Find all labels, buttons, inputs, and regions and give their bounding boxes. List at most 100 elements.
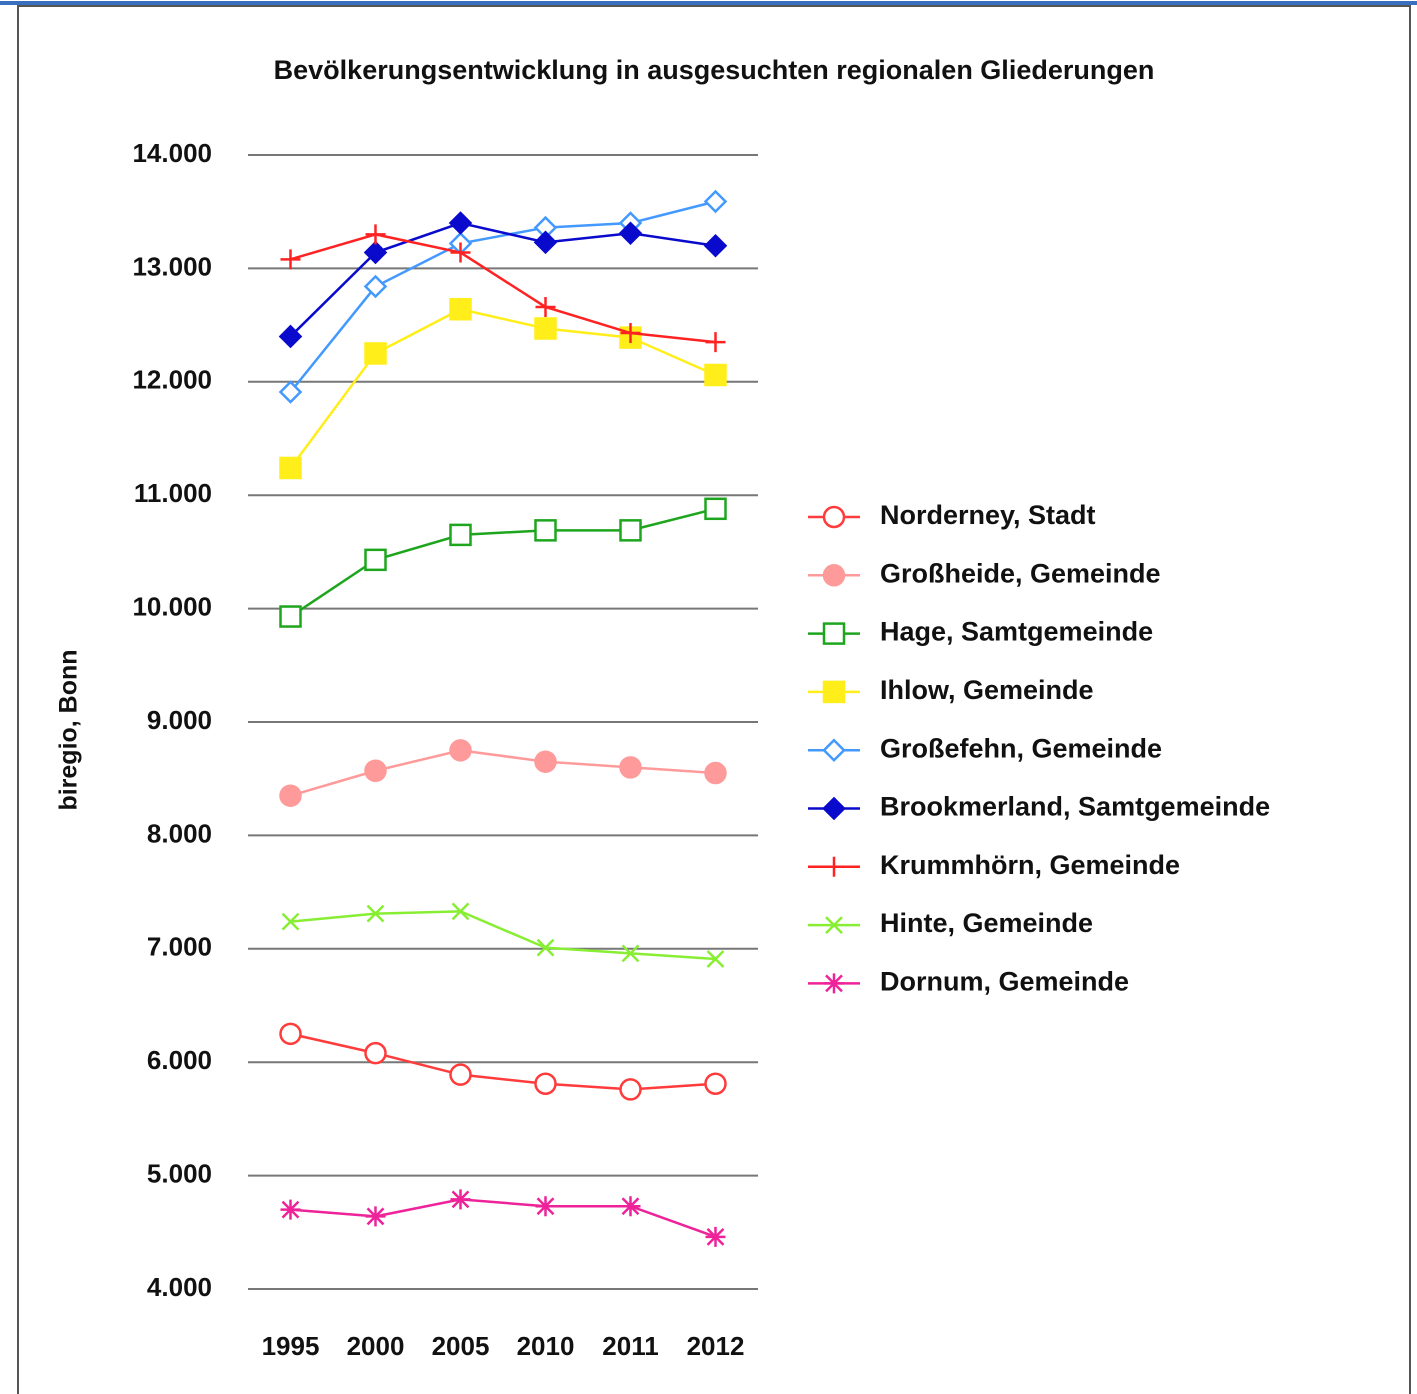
- data-point: [279, 605, 302, 628]
- marker-shape: [618, 221, 643, 246]
- marker-shape: [825, 916, 843, 934]
- legend-label: Großheide, Gemeinde: [880, 558, 1161, 588]
- marker-shape: [279, 784, 302, 807]
- marker-shape: [534, 1072, 557, 1095]
- legend-marker: [824, 973, 844, 994]
- legend-label: Dornum, Gemeinde: [880, 967, 1129, 997]
- marker-shape: [365, 224, 386, 245]
- x-tick-label: 2000: [347, 1331, 405, 1361]
- series-line: [289, 507, 716, 618]
- marker-shape: [822, 505, 846, 529]
- data-point: [704, 761, 727, 785]
- data-point: [280, 1199, 301, 1220]
- x-tick-label: 2012: [687, 1331, 745, 1361]
- y-tick-label: 9.000: [147, 705, 212, 735]
- marker-shape: [364, 759, 387, 783]
- marker-shape: [704, 363, 727, 387]
- marker-shape: [619, 756, 642, 779]
- data-point: [535, 1196, 556, 1217]
- data-point: [364, 548, 387, 572]
- marker-shape: [824, 973, 844, 994]
- series-line: [289, 307, 717, 469]
- marker-shape: [365, 1206, 386, 1227]
- series-line: [289, 221, 716, 338]
- y-axis-label: biregio, Bonn: [55, 649, 83, 810]
- data-point: [534, 750, 557, 773]
- legend-label: Großefehn, Gemeinde: [880, 733, 1162, 763]
- legend-label: Ihlow, Gemeinde: [880, 675, 1094, 705]
- data-point: [619, 1078, 642, 1101]
- marker-shape: [534, 317, 557, 340]
- data-point: [278, 324, 303, 349]
- marker-shape: [704, 1072, 727, 1095]
- legend-marker: [822, 738, 846, 762]
- data-point: [534, 1072, 557, 1095]
- data-point: [278, 380, 303, 404]
- marker-shape: [822, 680, 846, 704]
- data-point: [450, 1189, 471, 1210]
- series-line: [290, 233, 716, 344]
- data-point: [364, 342, 387, 365]
- marker-shape: [279, 1022, 302, 1046]
- data-point: [363, 274, 388, 299]
- data-point: [619, 519, 642, 542]
- data-point: [705, 1226, 726, 1247]
- data-point: [705, 332, 726, 353]
- legend-label: Hinte, Gemeinde: [880, 908, 1093, 938]
- marker-shape: [281, 912, 300, 931]
- legend-label: Brookmerland, Samtgemeinde: [880, 792, 1270, 822]
- marker-shape: [364, 548, 387, 572]
- marker-shape: [706, 950, 725, 968]
- data-point: [451, 902, 470, 921]
- data-point: [279, 784, 302, 807]
- data-point: [280, 249, 301, 270]
- y-tick-label: 5.000: [147, 1158, 212, 1188]
- marker-shape: [534, 519, 557, 542]
- x-tick-label: 2005: [432, 1331, 490, 1361]
- y-tick-label: 12.000: [132, 365, 212, 395]
- legend-label: Hage, Samtgemeinde: [880, 617, 1153, 647]
- marker-shape: [619, 519, 642, 542]
- data-point: [533, 230, 558, 255]
- y-tick-label: 13.000: [132, 251, 212, 281]
- marker-shape: [279, 605, 302, 628]
- data-point: [620, 1196, 641, 1217]
- marker-shape: [451, 902, 470, 921]
- legend-label: Norderney, Stadt: [880, 500, 1096, 530]
- legend-marker: [822, 796, 846, 821]
- marker-shape: [824, 856, 844, 877]
- y-tick-label: 6.000: [147, 1045, 212, 1075]
- marker-shape: [704, 497, 727, 521]
- data-point: [364, 759, 387, 783]
- data-point: [450, 242, 471, 263]
- x-tick-label: 2010: [517, 1331, 575, 1361]
- series-line: [290, 1198, 716, 1239]
- marker-shape: [449, 297, 472, 321]
- legend-marker: [822, 680, 846, 704]
- data-point: [620, 323, 641, 344]
- x-tick-label: 1995: [262, 1331, 320, 1361]
- marker-shape: [536, 938, 555, 957]
- marker-shape: [704, 761, 727, 785]
- marker-shape: [621, 944, 640, 963]
- marker-shape: [450, 1189, 471, 1210]
- y-tick-label: 10.000: [132, 591, 212, 621]
- marker-shape: [450, 242, 471, 263]
- data-point: [448, 211, 473, 235]
- data-point: [365, 224, 386, 245]
- y-tick-label: 14.000: [132, 138, 212, 168]
- y-tick-label: 8.000: [147, 818, 212, 848]
- marker-shape: [535, 1196, 556, 1217]
- legend-marker: [822, 505, 846, 529]
- data-point: [704, 363, 727, 387]
- data-point: [703, 233, 728, 258]
- marker-shape: [278, 324, 303, 349]
- marker-shape: [364, 1041, 387, 1065]
- marker-shape: [822, 564, 846, 587]
- marker-shape: [703, 189, 728, 214]
- y-tick-label: 7.000: [147, 932, 212, 962]
- legend-marker: [822, 564, 846, 587]
- data-point: [618, 221, 643, 246]
